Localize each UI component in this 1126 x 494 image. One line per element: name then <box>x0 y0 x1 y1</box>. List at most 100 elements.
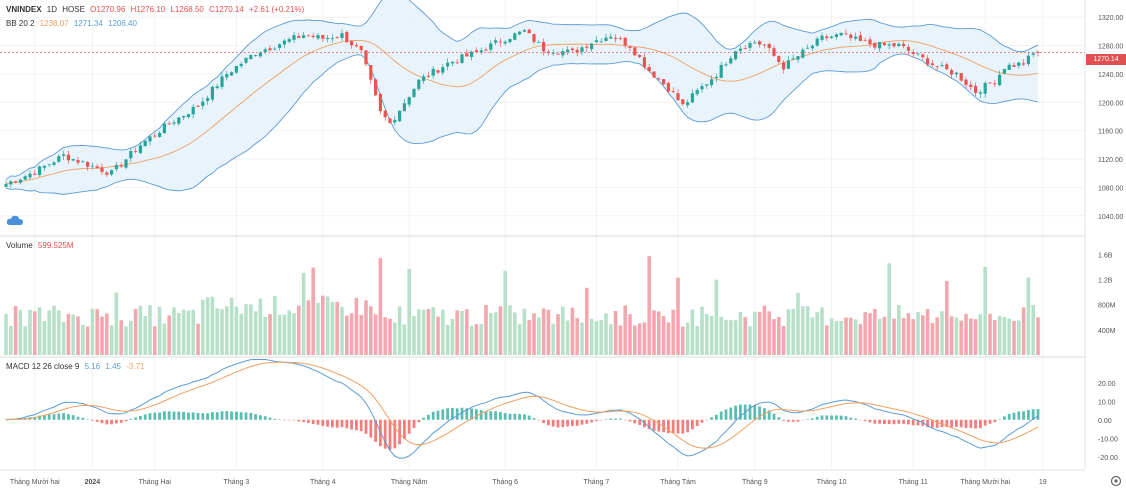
candle-body <box>777 56 781 63</box>
volume-bar <box>148 305 152 355</box>
candle-body <box>729 58 733 64</box>
volume-bar <box>114 292 119 355</box>
candle-body <box>81 161 85 163</box>
volume-legend[interactable]: Volume 599.525M <box>6 241 77 250</box>
candle-body <box>124 159 128 168</box>
macd-hist-value: -3.71 <box>126 362 145 371</box>
candle-body <box>518 31 522 35</box>
candle-body <box>556 53 560 55</box>
volume-bar <box>316 302 320 355</box>
volume-bar <box>479 324 483 355</box>
candle-body <box>758 41 762 45</box>
signal-line <box>5 361 1039 449</box>
volume-bar <box>522 308 527 355</box>
macd-histogram-bar <box>283 419 286 421</box>
candle-body <box>988 82 992 84</box>
volume-bar <box>695 326 699 355</box>
volume-bar <box>671 309 675 355</box>
macd-histogram-bar <box>647 419 651 430</box>
candle-body <box>926 58 930 65</box>
candle-body <box>666 82 670 92</box>
macd-histogram <box>4 404 1040 450</box>
macd-histogram-bar <box>547 419 550 426</box>
candle-body <box>786 60 790 69</box>
macd-legend[interactable]: MACD 12 26 close 9 5.16 1.45 -3.71 <box>6 362 147 371</box>
candle-body <box>422 76 426 81</box>
macd-histogram-bar <box>791 419 795 422</box>
candle-body <box>652 71 656 78</box>
volume-bar <box>546 309 551 355</box>
macd-histogram-bar <box>883 419 886 425</box>
bb-legend[interactable]: BB 20 2 1238.07 1271.34 1206.40 <box>6 19 140 28</box>
volume-bar <box>714 279 719 355</box>
macd-histogram-bar <box>609 418 613 420</box>
candle-body <box>930 63 934 66</box>
macd-histogram-bar <box>307 419 310 423</box>
macd-histogram-bar <box>748 404 752 420</box>
cloud-logo-icon[interactable] <box>6 213 24 225</box>
candle-body <box>138 145 142 153</box>
ohlc-low: L1268.50 <box>170 5 204 14</box>
candle-body <box>172 122 176 124</box>
candle-body <box>182 115 186 118</box>
macd-histogram-bar <box>182 412 185 420</box>
price-header: VNINDEX 1D HOSE O1270.96 H1276.10 L1268.… <box>6 5 307 14</box>
volume-bar <box>402 324 407 355</box>
volume-bar <box>652 310 656 355</box>
candle-body <box>364 50 368 65</box>
macd-histogram-bar <box>715 414 718 420</box>
macd-histogram-bar <box>302 419 305 423</box>
volume-bar <box>589 318 594 355</box>
macd-histogram-bar <box>81 417 85 420</box>
volume-bar <box>565 320 570 355</box>
y-axis-labels: 1320.00 1280.00 1240.00 1200.00 1160.00 1120.… <box>1098 15 1123 462</box>
macd-histogram-bar <box>230 411 233 420</box>
candle-body <box>522 30 526 32</box>
macd-histogram-bar <box>652 419 656 431</box>
volume-bar <box>162 323 167 355</box>
volume-bar <box>801 306 805 355</box>
symbol-label[interactable]: VNINDEX <box>6 5 42 14</box>
volume-bar <box>1012 320 1016 355</box>
candle-body <box>57 156 61 162</box>
candle-body <box>9 181 13 185</box>
volume-bar <box>676 277 680 355</box>
macd-histogram-bar <box>729 407 733 420</box>
candle-body <box>585 46 589 48</box>
volume-bar <box>28 309 32 355</box>
volume-bar <box>388 318 392 355</box>
candle-body <box>86 161 90 167</box>
candle-body <box>892 43 896 47</box>
macd-histogram-bar <box>835 415 838 420</box>
candle-body <box>662 79 666 85</box>
candle-body <box>657 78 661 80</box>
macd-histogram-bar <box>211 412 214 420</box>
macd-histogram-bar <box>105 419 109 425</box>
macd-histogram-bar <box>359 419 363 432</box>
volume-bar <box>23 326 27 355</box>
macd-histogram-bar <box>62 413 65 420</box>
macd-axis-label: 20.00 <box>1098 381 1116 388</box>
volume-bar <box>873 308 877 355</box>
candle-body <box>148 136 152 142</box>
macd-histogram-bar <box>172 411 176 420</box>
settings-icon[interactable] <box>1109 474 1123 488</box>
macd-histogram-bar <box>489 411 493 420</box>
volume-value: 599.525M <box>37 241 74 250</box>
macd-histogram-bar <box>537 419 541 421</box>
volume-bar <box>517 324 522 355</box>
macd-histogram-bar <box>47 414 51 420</box>
candle-body <box>206 98 210 101</box>
macd-histogram-bar <box>719 411 723 420</box>
candle-body <box>383 110 387 118</box>
macd-histogram-bar <box>335 419 339 428</box>
macd-histogram-bar <box>470 408 473 420</box>
macd-histogram-bar <box>782 419 785 421</box>
volume-bar <box>781 326 786 355</box>
candlestick-series <box>4 28 1040 189</box>
candle-body <box>820 35 824 40</box>
interval-label[interactable]: 1D <box>46 5 58 14</box>
candle-body <box>921 54 925 58</box>
macd-histogram-bar <box>412 419 416 428</box>
